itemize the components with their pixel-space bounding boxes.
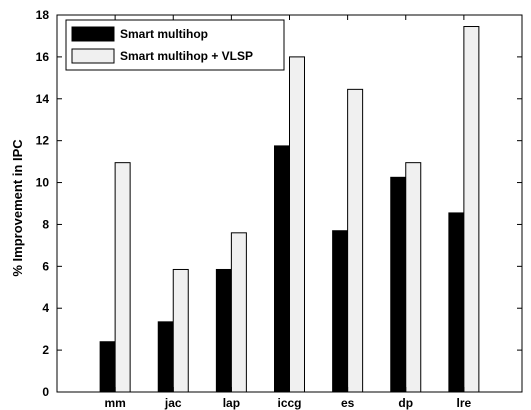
bar-iccg-series-1 xyxy=(289,56,305,393)
bar-es-series-0 xyxy=(332,230,349,393)
legend-label-smart-multihop-vlsp: Smart multihop + VLSP xyxy=(120,49,253,63)
y-tick-label: 6 xyxy=(42,259,49,273)
x-axis: mm jac lap iccg es dp lre xyxy=(104,15,472,410)
x-tick-label-mm: mm xyxy=(104,396,125,410)
bar-dp-series-0 xyxy=(390,176,407,393)
y-tick-label: 0 xyxy=(42,385,49,399)
x-tick-label-iccg: iccg xyxy=(277,396,301,410)
y-axis-title: % Improvement in IPC xyxy=(10,139,25,277)
legend-swatch-smart-multihop-vlsp xyxy=(71,48,115,64)
x-tick-label-jac: jac xyxy=(164,396,182,410)
legend-label-smart-multihop: Smart multihop xyxy=(120,27,208,41)
y-tick-label: 16 xyxy=(36,50,50,64)
y-tick-label: 10 xyxy=(36,176,50,190)
bar-mm-series-0 xyxy=(99,341,116,393)
bar-lre-series-1 xyxy=(463,26,480,393)
y-axis: 0 2 4 6 8 10 12 14 16 18 xyxy=(36,8,522,399)
x-tick-label-lre: lre xyxy=(457,396,472,410)
x-tick-label-lap: lap xyxy=(223,396,240,410)
bar-iccg-series-0 xyxy=(274,145,290,393)
y-tick-label: 14 xyxy=(36,92,50,106)
bar-jac-series-1 xyxy=(172,268,189,393)
bar-dp-series-1 xyxy=(405,162,422,393)
y-tick-label: 4 xyxy=(42,301,49,315)
y-tick-label: 2 xyxy=(42,343,49,357)
y-tick-label: 18 xyxy=(36,8,50,22)
bars-layer xyxy=(99,26,480,393)
y-tick-label: 8 xyxy=(42,217,49,231)
legend-swatch-smart-multihop xyxy=(71,26,115,42)
bar-es-series-1 xyxy=(347,88,364,393)
bar-jac-series-0 xyxy=(157,321,174,393)
bar-mm-series-1 xyxy=(114,162,131,393)
bar-lre-series-0 xyxy=(448,212,465,393)
bar-lap-series-0 xyxy=(215,268,232,393)
legend: Smart multihop Smart multihop + VLSP xyxy=(65,19,285,71)
x-tick-label-es: es xyxy=(341,396,355,410)
x-tick-label-dp: dp xyxy=(398,396,413,410)
y-tick-label: 12 xyxy=(36,134,50,148)
bar-lap-series-1 xyxy=(230,232,247,393)
